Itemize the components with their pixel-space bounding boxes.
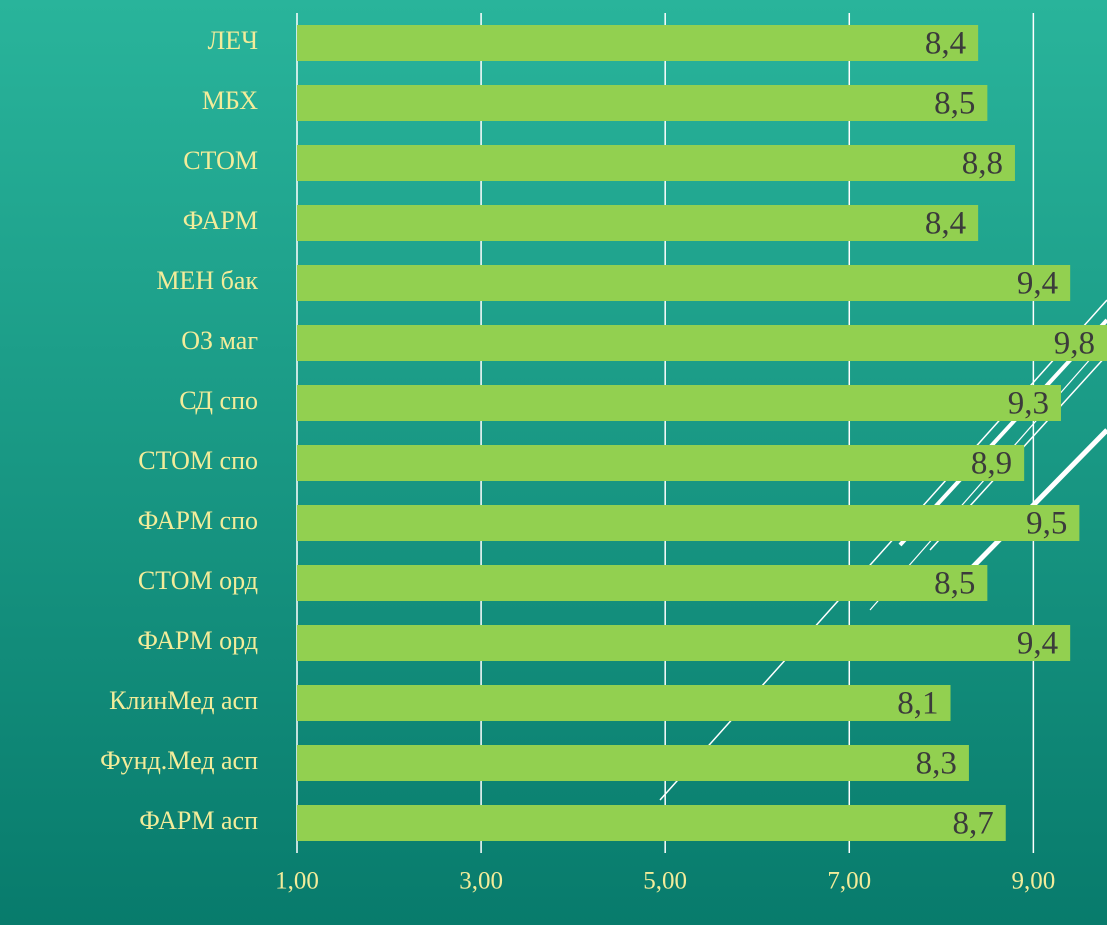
bar <box>297 85 988 121</box>
x-tick-label: 3,00 <box>459 868 503 895</box>
y-tick-label: Фунд.Мед асп <box>100 746 258 775</box>
x-tick-label: 1,00 <box>275 868 319 895</box>
x-tick-label: 9,00 <box>1011 868 1055 895</box>
bar <box>297 265 1071 301</box>
value-label: 8,4 <box>925 206 966 242</box>
y-tick-label: ФАРМ орд <box>137 626 258 655</box>
bar <box>297 625 1071 661</box>
bar <box>297 565 988 601</box>
y-tick-label: СТОМ спо <box>138 446 258 475</box>
y-tick-label: ФАРМ спо <box>138 506 258 535</box>
value-label: 8,4 <box>925 26 966 62</box>
bar <box>297 445 1025 481</box>
value-label: 9,4 <box>1017 266 1058 302</box>
value-label: 8,3 <box>916 746 957 782</box>
y-tick-label: СТОМ <box>183 146 258 175</box>
bar <box>297 325 1107 361</box>
y-tick-label: МБХ <box>202 86 258 115</box>
plot: 1,00 3,00 5,00 7,00 9,00 8,4 ЛЕЧ 8,5 МБХ 8,8 СТОМ 8… <box>100 13 1107 895</box>
value-label: 8,8 <box>962 146 1003 182</box>
value-label: 9,4 <box>1017 626 1058 662</box>
y-tick-label: МЕН бак <box>156 266 258 295</box>
value-label: 8,5 <box>934 86 975 122</box>
bar <box>297 145 1015 181</box>
value-label: 8,7 <box>953 806 994 842</box>
value-label: 9,8 <box>1054 326 1095 362</box>
x-tick-label: 5,00 <box>643 868 687 895</box>
bar <box>297 385 1061 421</box>
y-tick-label: СТОМ орд <box>138 566 258 595</box>
bar <box>297 25 979 61</box>
bar <box>297 505 1080 541</box>
value-label: 9,5 <box>1026 506 1067 542</box>
y-tick-label: ЛЕЧ <box>208 26 259 55</box>
y-tick-label: ОЗ маг <box>181 326 258 355</box>
y-tick-label: СД спо <box>179 386 258 415</box>
x-tick-label: 7,00 <box>827 868 871 895</box>
bar <box>297 745 969 781</box>
value-label: 8,9 <box>971 446 1012 482</box>
value-label: 8,1 <box>897 686 938 722</box>
y-tick-label: ФАРМ <box>183 206 258 235</box>
y-tick-label: ФАРМ асп <box>139 806 258 835</box>
bar <box>297 205 979 241</box>
value-label: 8,5 <box>934 566 975 602</box>
bar <box>297 685 951 721</box>
bar <box>297 805 1006 841</box>
value-label: 9,3 <box>1008 386 1049 422</box>
y-tick-label: КлинМед асп <box>109 686 258 715</box>
